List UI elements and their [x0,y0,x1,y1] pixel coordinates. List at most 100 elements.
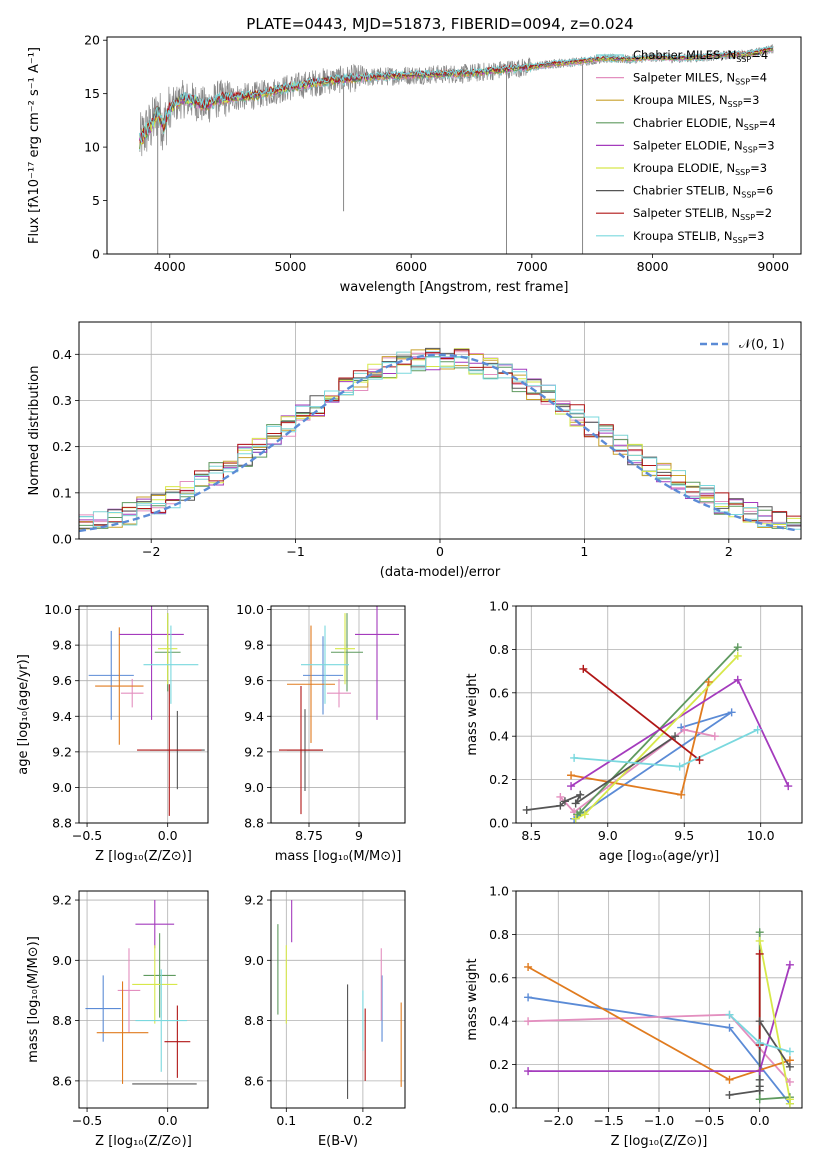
weight-series-line [526,735,676,811]
y-tick-label: 0.4 [489,729,509,744]
weight-marker [680,725,689,734]
mass_vs_EBV-frame [270,890,406,1109]
weight-marker [784,782,793,791]
weight-marker [755,949,764,958]
x-tick-label: 0.0 [158,1113,178,1128]
weight-marker [695,756,704,765]
y-tick-label: 9.2 [52,893,72,908]
weight-marker [704,677,713,686]
legend-count: =3 [743,93,760,107]
age-vs-metallicity-axes: −0.5 0.0 8.8 9.0 9.2 9.4 9.6 9.8 10.0 Z [log₁₀(Z/… [16,602,209,864]
weight-marker [524,962,533,971]
model-spectrum-line [139,45,774,143]
weight-marker [725,1023,734,1032]
weight_vs_Z-plot-area [516,891,802,1108]
y-tick-label: 0.4 [489,1014,509,1029]
legend-label: Salpeter ELODIE, N [633,138,743,152]
weight-marker [576,808,585,817]
y-tick-label: 8.6 [244,1073,264,1088]
y-tick-label: 0.4 [52,347,72,362]
y-tick-label: 9.2 [244,893,264,908]
x-tick-label: 0.0 [750,1113,770,1128]
y-tick-label: 0.0 [489,1101,509,1116]
y-tick-label: 0.1 [52,485,72,500]
x-axis-label: Z [log₁₀(Z/Z⊙)] [611,1134,708,1149]
x-tick-label: 8.75 [295,828,323,843]
legend-subscript: SSP [744,123,759,132]
weight-marker [725,1090,734,1099]
legend-entry: Salpeter ELODIE, NSSP=3 [633,138,775,154]
x-tick-label: −1.5 [593,1113,623,1128]
legend-subscript: SSP [740,213,755,222]
y-tick-label: 0.3 [52,393,72,408]
y-tick-label: 9.0 [52,780,72,795]
y-tick-label: 8.8 [52,1013,72,1028]
weight-marker [733,643,742,652]
x-axis-label: Z [log₁₀(Z/Z⊙)] [95,849,192,864]
legend-count: =4 [751,48,768,62]
weight-marker [671,732,680,741]
x-tick-label: −1.0 [644,1113,674,1128]
weight-marker [755,928,764,937]
weight-marker [524,993,533,1002]
x-tick-label: −1 [286,544,304,559]
weight_vs_age-frame [515,605,803,824]
spectrum-plot-area [139,44,774,254]
legend-subscript: SSP [733,236,748,245]
age_vs_mass-frame [270,605,406,824]
x-tick-label: 0 [436,544,444,559]
legend-label: Salpeter MILES, N [633,71,735,85]
legend-entry: Salpeter MILES, NSSP=4 [633,71,767,87]
x-axis-label: (data-model)/error [380,565,501,580]
y-tick-label: 0.8 [489,927,509,942]
weight-marker [755,1038,764,1047]
weight-marker [567,782,576,791]
legend-subscript: SSP [735,78,750,87]
legend-entry: Kroupa MILES, NSSP=3 [633,93,759,109]
weight-marker [755,936,764,945]
y-tick-label: 9.0 [52,953,72,968]
legend-label: Salpeter STELIB, N [633,206,740,220]
weight-series-line [758,940,791,1104]
weight_vs_Z-frame [515,890,803,1109]
legend-entry: Kroupa STELIB, NSSP=3 [633,229,764,245]
legend-count: =3 [750,161,767,175]
legend-count: =2 [755,206,772,220]
y-tick-label: 10.0 [44,602,72,617]
x-axis-label: mass [log₁₀(M/M⊙)] [275,849,402,864]
x-tick-label: −2.0 [543,1113,573,1128]
age-vs-mass-axes: 8.75 9 8.8 9.0 9.2 9.4 9.6 9.8 10.0 mass [log₁₀(M… [236,602,406,864]
age_vs_mass-plot-area [271,606,405,823]
legend-label: Chabrier STELIB, N [633,184,741,198]
weight-marker [785,960,794,969]
y-tick-label: 8.8 [244,1013,264,1028]
y-tick-label: 15 [84,86,100,101]
y-tick-label: 0 [92,247,100,262]
y-tick-label: 0.8 [489,642,509,657]
weight-vs-metallicity-axes: −2.0 −1.5 −1.0 −0.5 0.0 0.0 0.2 0.4 0.6 0.8 1.0 Z [… [465,884,803,1149]
x-tick-label: −0.5 [694,1113,724,1128]
legend-entry: Chabrier MILES, NSSP=4 [633,48,768,64]
x-tick-label: 9 [355,828,363,843]
y-tick-label: 9.4 [52,709,72,724]
x-tick-label: 7000 [516,259,548,274]
weight-marker [567,771,576,780]
y-tick-label: 9.8 [244,638,264,653]
legend-subscript: SSP [735,168,750,177]
y-tick-label: 0.6 [489,685,509,700]
residuals-plot-area [79,322,801,539]
y-axis-label: mass weight [465,958,480,1040]
y-tick-label: 8.8 [244,816,264,831]
x-tick-label: 10.0 [747,828,775,843]
mass_vs_EBV-plot-area [271,891,405,1108]
x-tick-label: 1 [580,544,588,559]
weight-marker [733,675,742,684]
legend-subscript: SSP [741,191,756,200]
x-tick-label: 2 [725,544,733,559]
weight-marker [785,1047,794,1056]
weight-marker [733,651,742,660]
weight-marker [524,1017,533,1026]
legend-subscript: SSP [736,55,751,64]
x-tick-label: 0.0 [158,828,178,843]
weight-marker [755,1095,764,1104]
